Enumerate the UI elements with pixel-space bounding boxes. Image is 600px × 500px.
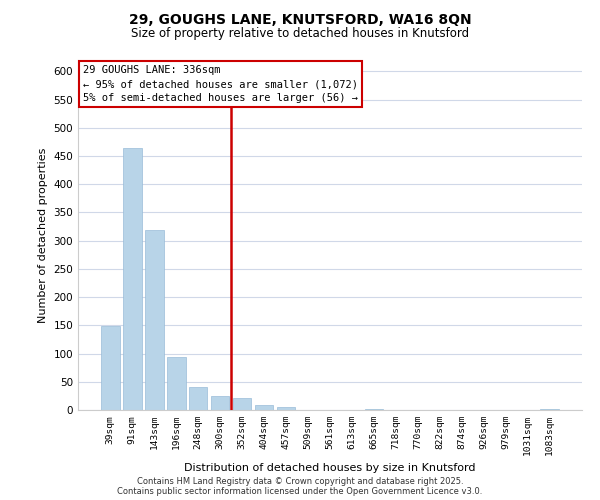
Text: Size of property relative to detached houses in Knutsford: Size of property relative to detached ho… [131, 28, 469, 40]
Text: Contains public sector information licensed under the Open Government Licence v3: Contains public sector information licen… [118, 487, 482, 496]
Bar [233, 398, 251, 410]
Bar [255, 405, 274, 410]
Text: 29 GOUGHS LANE: 336sqm
← 95% of detached houses are smaller (1,072)
5% of semi-d: 29 GOUGHS LANE: 336sqm ← 95% of detached… [83, 66, 358, 104]
Bar [167, 357, 185, 410]
Bar [145, 230, 164, 410]
Bar [365, 409, 383, 410]
Y-axis label: Number of detached properties: Number of detached properties [38, 148, 48, 322]
Text: Contains HM Land Registry data © Crown copyright and database right 2025.: Contains HM Land Registry data © Crown c… [137, 477, 463, 486]
Bar [189, 388, 208, 410]
Bar [211, 396, 229, 410]
Bar [277, 407, 295, 410]
X-axis label: Distribution of detached houses by size in Knutsford: Distribution of detached houses by size … [184, 464, 476, 473]
Text: 29, GOUGHS LANE, KNUTSFORD, WA16 8QN: 29, GOUGHS LANE, KNUTSFORD, WA16 8QN [128, 12, 472, 26]
Bar [101, 326, 119, 410]
Bar [123, 148, 142, 410]
